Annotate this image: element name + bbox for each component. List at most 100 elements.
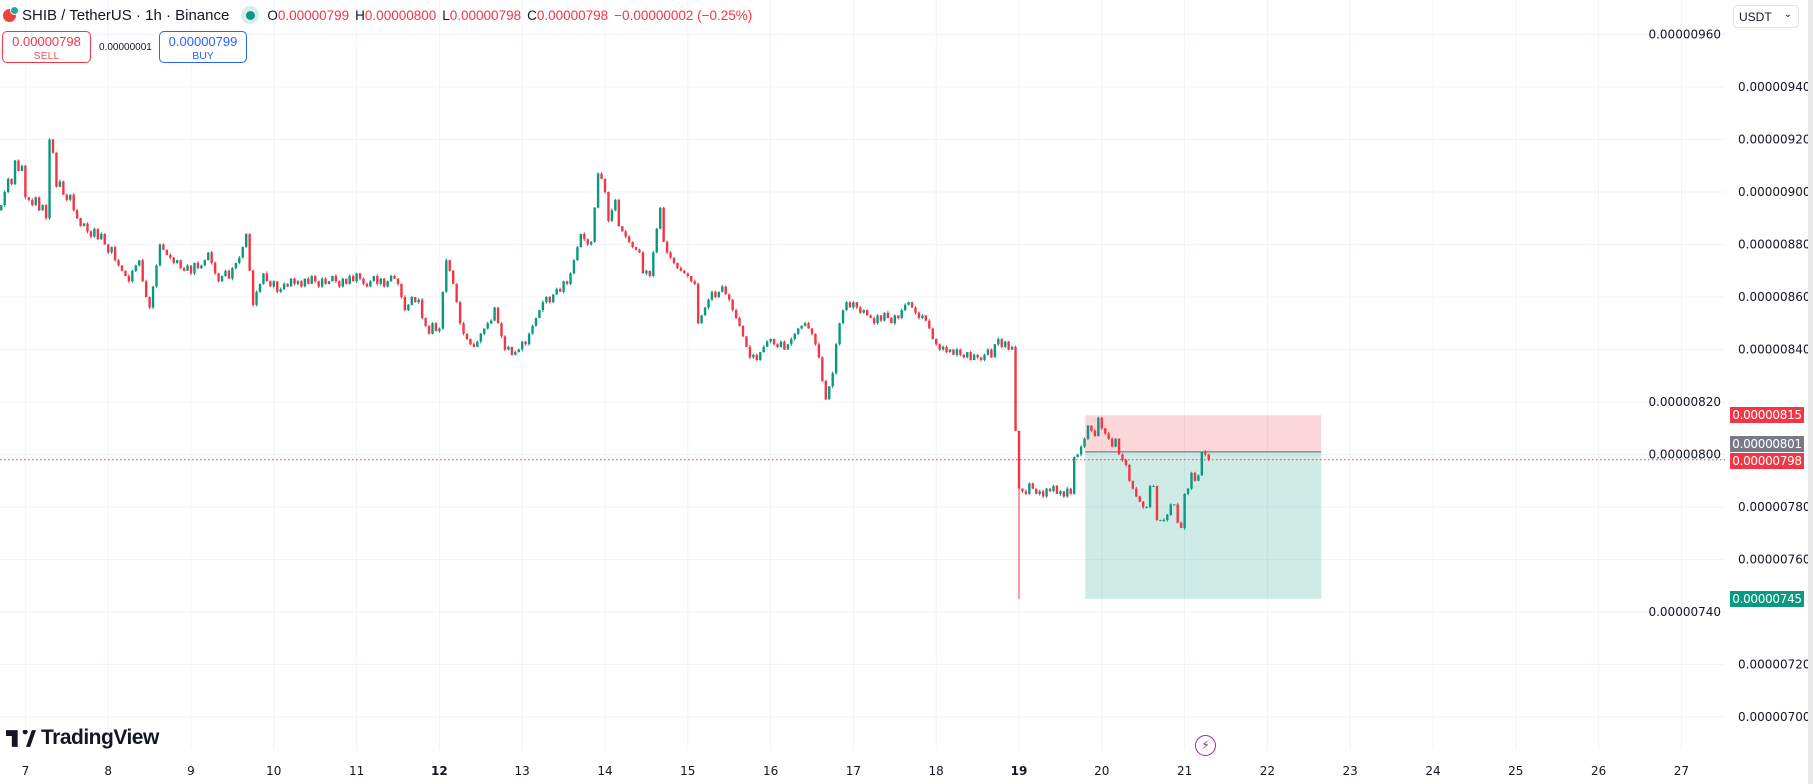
candle [855,302,859,310]
candle-body [3,192,6,206]
candle-body [51,139,55,153]
candle-body [924,315,928,321]
candle-body [427,325,431,334]
candle-body [169,255,172,258]
candle-body [1166,514,1169,521]
candle [44,203,48,221]
candle [914,306,917,315]
candle-body [1007,341,1010,350]
candle [1014,345,1017,432]
candle-body [82,223,86,227]
price-axis[interactable] [1725,0,1808,784]
candle [89,230,93,239]
candle-body [1176,504,1179,523]
scrollbar[interactable] [1808,0,1813,784]
long-position-tool[interactable] [1085,415,1322,599]
candle [862,309,865,314]
candle [203,259,206,267]
candle [41,204,44,211]
candle [1069,487,1072,495]
candle [531,324,534,335]
candle-body [1207,454,1210,460]
candle-body [307,278,310,284]
candle-body [345,278,348,284]
date-tick-label: 10 [266,764,281,778]
candle-body [645,270,648,274]
tradingview-logo[interactable]: TradingView [6,726,159,750]
candle-body [438,328,441,332]
buy-button[interactable]: 0.00000799 BUY [159,31,247,63]
candle-body [866,310,869,316]
candle-body [686,273,689,276]
candle-body [1190,472,1193,489]
candle-body [993,344,997,358]
candle [1079,445,1083,457]
lightning-icon[interactable]: ⚡︎ [1195,735,1216,756]
candle-body [445,260,448,292]
candle-body [627,236,631,242]
tradingview-logo-icon [6,729,36,747]
currency-dropdown[interactable]: USDT ⌄ [1733,5,1799,28]
candle [1083,437,1086,449]
candle [1021,488,1024,493]
candle [458,300,462,326]
candle-body [134,265,137,271]
spread-value: 0.00000001 [99,42,152,53]
candle [962,353,965,359]
candle-body [489,320,493,324]
candle [793,332,796,341]
candle [917,311,921,320]
candle [548,296,551,304]
sell-button[interactable]: 0.00000798 SELL [2,31,91,63]
candle-body [831,373,834,387]
candle-body [659,207,662,229]
candle-body [1104,428,1107,434]
candle [662,207,665,243]
candle-body [176,260,179,263]
candle [93,227,96,238]
candle-body [1128,465,1131,481]
candle [1004,340,1007,349]
candle-body [828,386,831,400]
candle-body [769,339,772,342]
candle [1086,425,1090,440]
candle [734,308,738,320]
market-open-icon[interactable] [241,6,260,24]
candle [69,194,72,202]
candle [783,340,786,351]
buy-price: 0.00000799 [168,34,238,49]
candle [645,269,648,276]
candle [659,206,662,230]
candle-body [907,302,910,305]
candle-body [62,181,65,195]
candle [848,301,852,308]
candle-body [383,278,386,287]
candle [369,280,372,288]
buy-label: BUY [192,50,214,62]
candle-body [189,265,193,274]
symbol-title[interactable]: SHIB / TetherUS · 1h · Binance [22,6,230,24]
candle-body [776,344,779,347]
candle [272,280,275,289]
candle-body [1100,417,1103,429]
candle-body [138,260,141,266]
candle [1017,430,1021,599]
candle [869,314,872,319]
candle-body [289,278,293,287]
candle-body [1083,438,1086,447]
time-axis-labels[interactable]: 7 8 9 10 11 12 13 14 15 16 17 18 19 20 21 22 23 24 25 26 27 [22,764,1689,778]
candle-body [255,291,258,305]
candle-body [362,278,365,284]
candle-body [527,333,531,345]
currency-value: USDT [1739,10,1772,24]
price-tick-label: 0.00000920 [1738,133,1811,147]
candle [696,282,700,325]
candle [1200,451,1204,476]
candle-body [496,307,500,324]
candle-body [196,262,200,269]
candle [179,259,182,270]
candle [1128,463,1131,482]
price-tick-label: 0.00000860 [1738,290,1811,304]
candle [169,253,172,260]
